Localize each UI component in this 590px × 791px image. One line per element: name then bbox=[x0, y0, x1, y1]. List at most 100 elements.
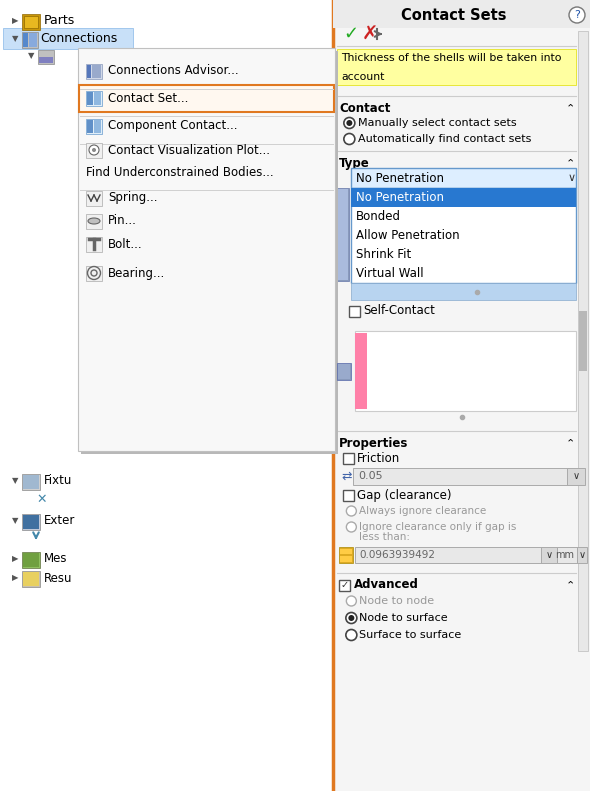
Bar bbox=[0, 0, 333, 791]
Text: Component Contact...: Component Contact... bbox=[108, 119, 238, 133]
Text: Automatically find contact sets: Automatically find contact sets bbox=[358, 134, 532, 144]
Bar bbox=[78, 48, 335, 451]
Text: ∨: ∨ bbox=[578, 550, 585, 560]
Text: Message: Message bbox=[339, 51, 398, 65]
Bar bbox=[353, 468, 568, 485]
Text: Always ignore clearance: Always ignore clearance bbox=[359, 506, 487, 516]
Text: 0.05: 0.05 bbox=[358, 471, 383, 481]
Bar bbox=[355, 331, 576, 411]
Bar bbox=[92, 65, 101, 78]
Bar bbox=[86, 191, 102, 206]
Text: ⌃: ⌃ bbox=[565, 103, 575, 113]
Text: ✓: ✓ bbox=[343, 25, 359, 43]
Bar bbox=[333, 0, 590, 28]
Text: Contact: Contact bbox=[339, 101, 391, 115]
Bar bbox=[339, 547, 353, 563]
Text: Contact Sets: Contact Sets bbox=[401, 7, 506, 22]
Bar bbox=[22, 552, 40, 568]
Circle shape bbox=[346, 612, 357, 623]
Text: ✕: ✕ bbox=[36, 493, 47, 505]
Text: Find Underconstrained Bodies...: Find Underconstrained Bodies... bbox=[86, 165, 274, 179]
Text: ✗: ✗ bbox=[361, 25, 378, 44]
Text: Allow Penetration: Allow Penetration bbox=[356, 229, 460, 242]
Circle shape bbox=[346, 630, 357, 641]
Text: Gap (clearance): Gap (clearance) bbox=[358, 489, 452, 501]
Text: Spring...: Spring... bbox=[108, 191, 158, 205]
Text: Friction: Friction bbox=[358, 452, 401, 464]
Text: ▶: ▶ bbox=[12, 573, 18, 582]
Circle shape bbox=[346, 506, 356, 516]
Bar bbox=[86, 91, 102, 106]
Bar bbox=[29, 33, 37, 47]
Text: Fixtu: Fixtu bbox=[44, 475, 73, 487]
Bar bbox=[3, 28, 133, 49]
Bar bbox=[94, 120, 101, 133]
Bar bbox=[339, 580, 350, 591]
Text: ⌃: ⌃ bbox=[565, 158, 575, 168]
Bar bbox=[87, 65, 91, 78]
Bar bbox=[338, 364, 350, 379]
Text: Contact Visualization Plot...: Contact Visualization Plot... bbox=[108, 143, 270, 157]
Bar bbox=[39, 57, 53, 63]
Text: Manually select contact sets: Manually select contact sets bbox=[358, 118, 517, 128]
Text: less than:: less than: bbox=[359, 532, 411, 542]
Circle shape bbox=[346, 120, 352, 126]
Text: Ignore clearance only if gap is: Ignore clearance only if gap is bbox=[359, 522, 517, 532]
Bar bbox=[22, 32, 38, 48]
Text: ∨: ∨ bbox=[545, 550, 553, 560]
Text: Virtual Wall: Virtual Wall bbox=[356, 267, 424, 280]
Text: ▼: ▼ bbox=[28, 51, 34, 60]
Bar bbox=[87, 120, 93, 133]
Circle shape bbox=[92, 148, 96, 152]
Bar bbox=[352, 168, 576, 188]
Circle shape bbox=[344, 134, 355, 145]
Text: No Penetration: No Penetration bbox=[356, 172, 444, 184]
Text: ✓: ✓ bbox=[340, 580, 349, 590]
Bar bbox=[86, 119, 102, 134]
Bar bbox=[541, 547, 557, 563]
Text: mm: mm bbox=[556, 550, 575, 560]
Text: Bolt...: Bolt... bbox=[108, 237, 143, 251]
Bar bbox=[578, 31, 588, 651]
Text: Node to surface: Node to surface bbox=[359, 613, 448, 623]
Bar bbox=[79, 85, 334, 112]
Circle shape bbox=[346, 522, 356, 532]
Circle shape bbox=[346, 596, 356, 606]
Bar bbox=[337, 49, 576, 85]
Bar bbox=[23, 572, 39, 586]
Text: Type: Type bbox=[339, 157, 370, 169]
Bar bbox=[23, 515, 39, 529]
Text: Properties: Properties bbox=[339, 437, 409, 449]
Text: ▼: ▼ bbox=[12, 35, 18, 44]
Text: Bearing...: Bearing... bbox=[108, 267, 165, 279]
Bar bbox=[86, 266, 102, 281]
Bar bbox=[352, 283, 576, 300]
Text: ⇄: ⇄ bbox=[342, 470, 352, 483]
Bar bbox=[23, 553, 39, 567]
Text: Contact Set...: Contact Set... bbox=[108, 92, 188, 104]
Bar bbox=[340, 556, 352, 562]
Text: ∨: ∨ bbox=[568, 173, 576, 183]
Bar bbox=[24, 16, 38, 28]
Text: account: account bbox=[342, 72, 385, 82]
Bar bbox=[567, 468, 585, 485]
Ellipse shape bbox=[88, 218, 100, 224]
Circle shape bbox=[569, 7, 585, 23]
Text: Shrink Fit: Shrink Fit bbox=[356, 248, 412, 261]
Bar bbox=[557, 547, 577, 563]
Bar bbox=[343, 490, 355, 501]
Text: ▼: ▼ bbox=[12, 476, 18, 486]
Bar bbox=[22, 571, 40, 587]
Text: ⌃: ⌃ bbox=[565, 53, 575, 63]
Bar bbox=[352, 188, 576, 283]
Text: Bonded: Bonded bbox=[356, 210, 401, 223]
Bar bbox=[86, 214, 102, 229]
Text: Thickness of the shells will be taken into: Thickness of the shells will be taken in… bbox=[342, 53, 562, 63]
Bar bbox=[340, 549, 352, 554]
Bar bbox=[343, 453, 355, 464]
Text: Parts: Parts bbox=[44, 14, 76, 28]
Bar bbox=[355, 547, 542, 563]
Bar bbox=[352, 188, 576, 207]
Bar bbox=[338, 189, 348, 280]
Text: Connections Advisor...: Connections Advisor... bbox=[108, 65, 238, 78]
